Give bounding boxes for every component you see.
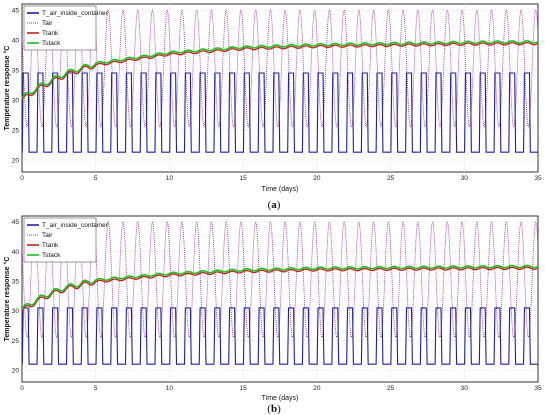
panel-label-a: (a) — [268, 199, 281, 211]
legend-label-b: T_air_inside_container — [42, 222, 109, 229]
x-tick-label-a: 30 — [461, 175, 469, 182]
grid-b — [22, 216, 538, 382]
legend-label-b: Tair — [42, 232, 53, 239]
series-line-b-t-air-inside-container — [21, 307, 538, 365]
y-tick-label-b: 30 — [12, 308, 20, 315]
y-tick-label-b: 45 — [12, 219, 20, 226]
y-axis-label-a: Temperature response °C — [3, 46, 11, 131]
y-tick-label-a: 35 — [12, 67, 20, 74]
x-tick-label-a: 15 — [240, 175, 248, 182]
x-axis-label-a: Time (days) — [262, 186, 299, 193]
x-tick-label-a: 0 — [20, 175, 24, 182]
legend-b: T_air_inside_container Tair Ttank Tstack — [23, 217, 109, 263]
legend-label-b: Ttank — [42, 242, 59, 249]
x-tick-label-b: 15 — [240, 385, 248, 392]
y-tick-label-a: 30 — [12, 97, 20, 104]
y-tick-label-b: 40 — [12, 249, 20, 256]
series-line-a-tstack — [21, 40, 538, 99]
y-tick-label-a: 25 — [12, 127, 20, 134]
legend-label-a: T_air_inside_container — [42, 10, 109, 17]
panel-label-b: (b) — [267, 403, 281, 415]
x-tick-label-a: 20 — [313, 175, 321, 182]
y-tick-label-b: 20 — [12, 367, 20, 374]
y-tick-label-b: 25 — [12, 338, 20, 345]
series-line-b-tair — [21, 221, 539, 338]
x-tick-label-a: 10 — [166, 175, 174, 182]
x-tick-label-b: 5 — [94, 385, 98, 392]
x-tick-label-a: 25 — [387, 175, 395, 182]
series-line-a-ttank — [21, 41, 538, 101]
series-line-b-tstack — [21, 264, 538, 310]
x-tick-label-a: 5 — [94, 175, 98, 182]
y-tick-label-a: 40 — [12, 37, 20, 44]
y-axis-label-b: Temperature response °C — [3, 257, 11, 342]
legend-label-a: Tair — [42, 20, 53, 27]
y-tick-label-a: 20 — [12, 157, 20, 164]
legend-a: T_air_inside_container Tair Ttank Tstack — [23, 5, 109, 51]
series-line-b-ttank — [21, 266, 538, 312]
panel-a: 0 5 10 15 20 25 30 35 20 25 30 35 40 45 Temperature r… — [3, 3, 542, 211]
legend-label-a: Ttank — [42, 30, 59, 37]
ticks-a: 0 5 10 15 20 25 30 35 20 25 30 35 40 45 — [12, 7, 542, 182]
x-tick-label-b: 30 — [461, 385, 469, 392]
legend-label-a: Tstack — [42, 40, 61, 47]
panel-letter-b: b — [271, 403, 277, 415]
x-tick-label-a: 35 — [534, 175, 542, 182]
x-tick-label-b: 25 — [387, 385, 395, 392]
series-line-a-t-air-inside-container — [21, 72, 538, 153]
y-tick-label-b: 35 — [12, 279, 20, 286]
x-tick-label-b: 20 — [313, 385, 321, 392]
series-b — [21, 221, 539, 365]
x-tick-label-b: 10 — [166, 385, 174, 392]
ticks-b: 0 5 10 15 20 25 30 35 20 25 30 35 40 45 — [12, 219, 542, 392]
x-axis-label-b: Time (days) — [262, 395, 299, 402]
x-tick-label-b: 35 — [534, 385, 542, 392]
x-tick-label-b: 0 — [20, 385, 24, 392]
legend-label-b: Tstack — [42, 252, 61, 259]
series-a — [21, 9, 539, 153]
panel-b: 0 5 10 15 20 25 30 35 20 25 30 35 40 45 Temperature r… — [3, 215, 542, 415]
panel-letter-a: a — [271, 199, 277, 211]
y-tick-label-a: 45 — [12, 7, 20, 14]
